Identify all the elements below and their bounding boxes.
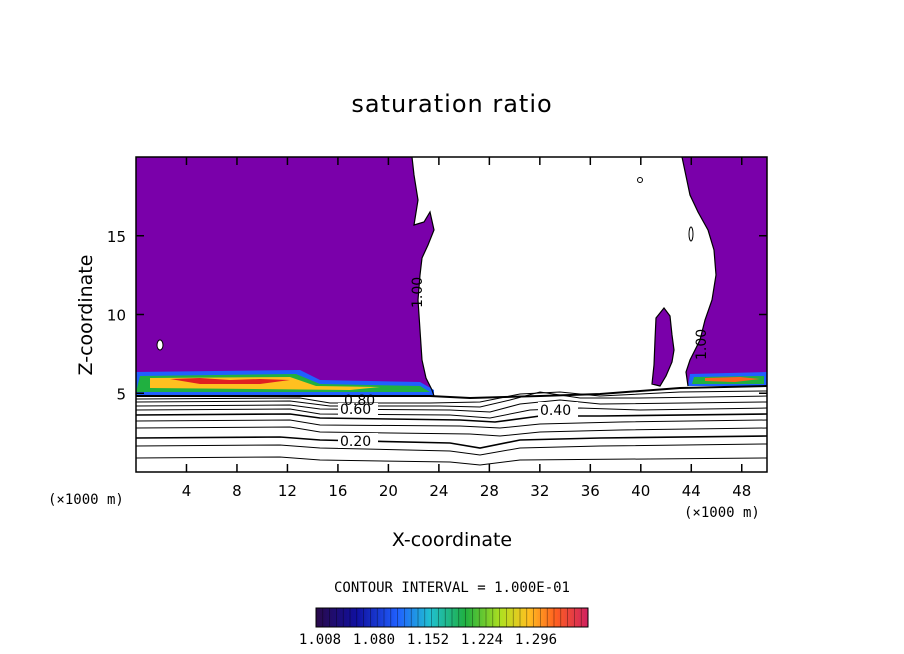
colorbar-label: 1.080 [353, 632, 395, 648]
x-tick-label: 44 [682, 482, 701, 500]
contour-labels: 0.20 0.60 0.80 0.40 1.00 1.00 [338, 277, 710, 450]
x-tick-label: 24 [429, 482, 448, 500]
x-unit-left: (×1000 m) [48, 492, 124, 508]
x-tick-label: 16 [328, 482, 347, 500]
contour-field [136, 157, 767, 466]
x-tick-label: 40 [631, 482, 650, 500]
contour-interval-label: CONTOUR INTERVAL = 1.000E-01 [334, 580, 570, 596]
x-axis-title: X-coordinate [392, 529, 512, 551]
x-tick-label: 12 [278, 482, 297, 500]
colorbar-ticks [315, 608, 589, 627]
y-tick-label: 5 [116, 385, 126, 403]
contour-label: 0.20 [340, 434, 371, 450]
x-unit-right: (×1000 m) [684, 505, 760, 521]
y-axis-title: Z-coordinate [75, 255, 97, 376]
contour-label: 0.60 [340, 402, 371, 418]
x-tick-label: 8 [232, 482, 242, 500]
x-axis-ticks: 4 8 12 16 20 24 28 32 36 40 44 48 [182, 157, 751, 500]
y-tick-label: 15 [107, 228, 126, 246]
contour-lines [136, 385, 767, 466]
colorbar-labels: 1.008 1.080 1.152 1.224 1.296 [299, 632, 557, 648]
y-axis-ticks: 5 10 15 [107, 228, 767, 403]
x-tick-label: 28 [480, 482, 499, 500]
saturated-blob [652, 308, 674, 386]
chart-title: saturation ratio [351, 90, 552, 118]
contour-label: 1.00 [694, 329, 710, 360]
contour-label: 0.80 [344, 393, 375, 409]
x-tick-label: 36 [581, 482, 600, 500]
contour-label: 0.40 [540, 403, 571, 419]
x-tick-label: 48 [732, 482, 751, 500]
colorbar-label: 1.008 [299, 632, 341, 648]
y-tick-label: 10 [107, 307, 126, 325]
colorbar-label: 1.152 [407, 632, 449, 648]
colorbar-label: 1.224 [461, 632, 503, 648]
saturated-region-left [136, 157, 434, 396]
x-tick-label: 20 [379, 482, 398, 500]
x-tick-label: 4 [182, 482, 192, 500]
contour-label: 1.00 [410, 277, 426, 308]
colorbar-label: 1.296 [515, 632, 557, 648]
x-tick-label: 32 [530, 482, 549, 500]
